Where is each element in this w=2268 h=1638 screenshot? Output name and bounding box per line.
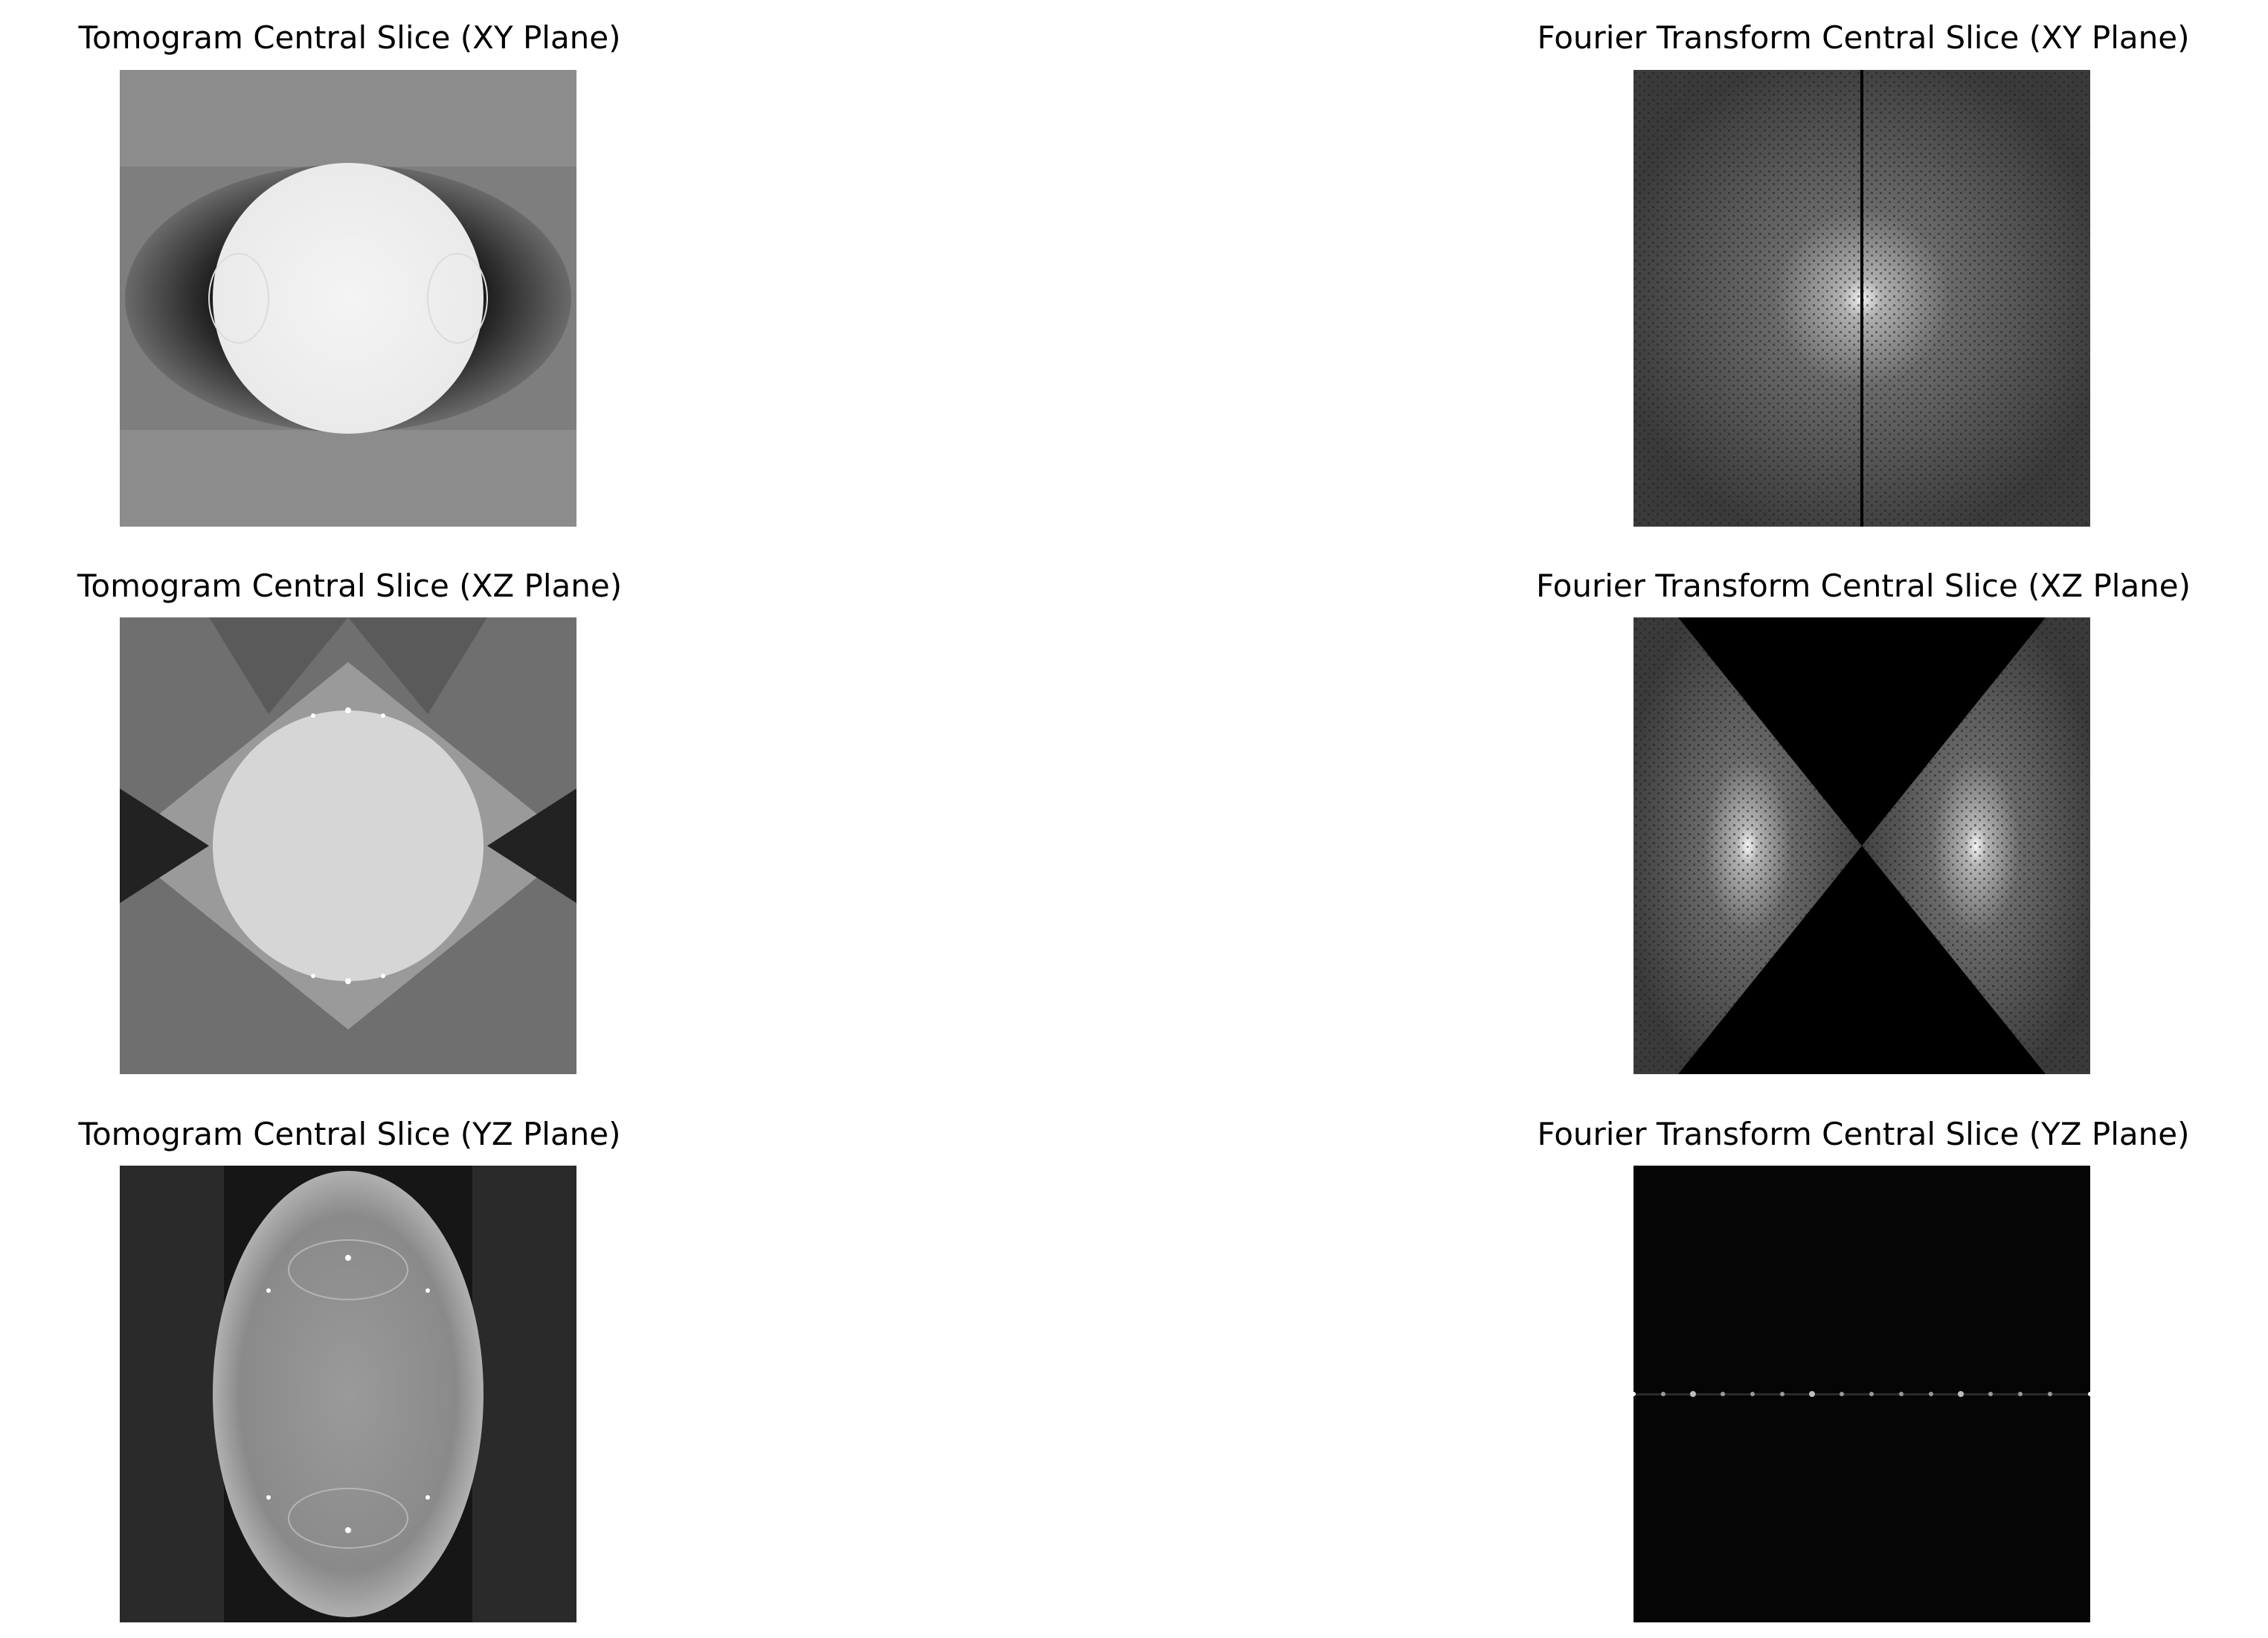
panel-title-fourier-xy: Fourier Transform Central Slice (XY Plan… (1537, 19, 2190, 56)
panel-title-fourier-xz: Fourier Transform Central Slice (XZ Plan… (1535, 568, 2191, 604)
fourier-xy-image (1633, 70, 2090, 527)
tomogram-xy-image (120, 70, 576, 527)
tomogram-yz-image (120, 1166, 576, 1622)
tomogram-xz-image (120, 617, 576, 1074)
panel-title-tomogram-yz: Tomogram Central Slice (YZ Plane) (78, 1116, 621, 1152)
fourier-yz-image (1633, 1166, 2090, 1622)
fourier-xz-image (1633, 617, 2090, 1074)
panel-title-tomogram-xy: Tomogram Central Slice (XY Plane) (78, 19, 621, 56)
panel-title-tomogram-xz: Tomogram Central Slice (XZ Plane) (77, 568, 623, 604)
panel-title-fourier-yz: Fourier Transform Central Slice (YZ Plan… (1537, 1116, 2190, 1152)
